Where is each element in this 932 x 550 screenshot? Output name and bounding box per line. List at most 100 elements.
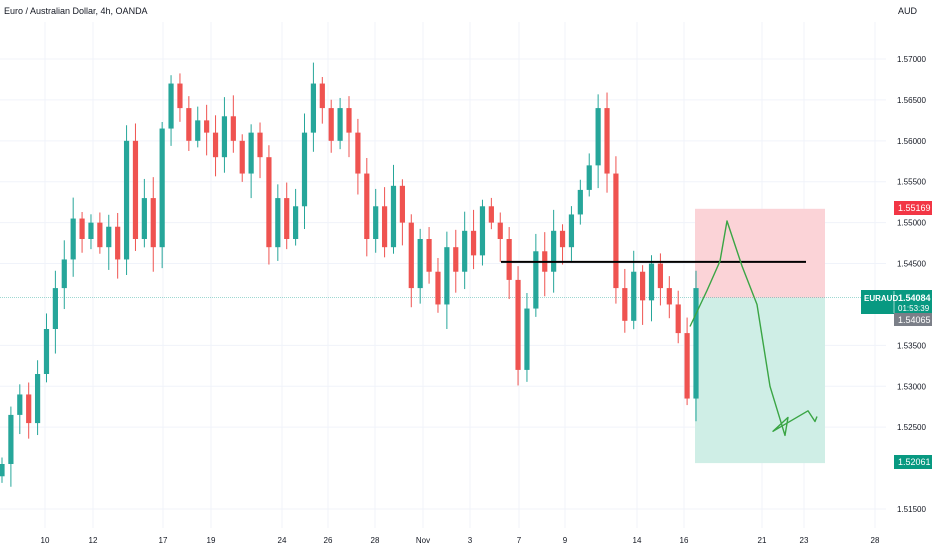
candle [34,360,41,436]
candle [497,212,503,262]
candle-body [61,259,67,289]
candle [622,268,628,333]
candle-body [195,120,201,141]
candle-body [470,230,477,256]
candle [70,197,76,277]
candle [417,228,423,304]
candle-body [141,198,147,239]
time-axis[interactable]: 10 12 17 19 24 26 28 Nov 3 7 9 14 16 21 23 28 [41,536,880,545]
candle [684,317,690,406]
candle-body [150,198,156,248]
candle-body [568,214,575,248]
price-tick-label: 1.53000 [897,382,926,391]
candle [212,115,219,177]
time-tick-label: 21 [758,536,767,545]
candle [506,227,512,300]
candle [462,211,468,290]
candle-body [559,230,566,248]
candle-body [390,185,397,248]
candle [568,206,575,261]
bid-price-label: 1.54065 [898,315,931,325]
candle [301,113,308,230]
candle [26,382,32,439]
stop-loss-zone[interactable] [695,208,825,298]
candle [266,145,272,265]
candle-body [293,206,299,239]
candle [319,77,325,124]
candle-body [364,173,370,239]
candle-body [301,132,308,207]
candle-body [657,263,664,289]
price-tick-label: 1.56000 [897,137,926,146]
candle [88,214,94,250]
candle [204,104,210,156]
candle [551,209,557,293]
candle [515,266,521,386]
candle [115,212,121,279]
candle [132,123,139,251]
candle [453,229,459,293]
candle [675,290,681,344]
candle [141,178,147,248]
countdown-label: 01:53:39 [898,304,930,313]
candle [666,276,672,319]
candle [168,75,174,146]
price-tick-label: 1.52500 [897,423,926,432]
candle-body [70,218,76,260]
candle-body [26,394,32,424]
candle [346,96,352,158]
candle-body [132,140,139,239]
time-tick-label: 23 [800,536,809,545]
price-tick-label: 1.55000 [897,219,926,228]
candle-body [17,394,23,415]
candle-body [426,239,432,272]
candle-body [435,271,441,305]
candle-body [186,108,192,141]
last-price-label: 1.54084 [898,293,931,303]
time-tick-label: 28 [871,536,880,545]
time-tick-label: 9 [563,536,568,545]
candle-body [319,83,325,109]
candle-body [159,128,165,248]
candle-body [444,247,450,305]
candle-body [106,226,112,248]
candle [408,214,414,308]
candle [399,179,405,246]
candle [559,224,566,265]
candle [542,232,548,297]
candle [159,122,165,269]
price-tick-label: 1.55500 [897,178,926,187]
candle-body [79,218,85,239]
candle-body [381,206,388,248]
candle-body [479,206,486,256]
candle-body [355,132,361,174]
candle [123,125,130,275]
candle-body [640,271,646,301]
time-tick-label: 14 [633,536,642,545]
candle [248,124,254,199]
candle [239,134,245,182]
freehand-drawing[interactable] [689,220,818,437]
bid-badge-bg [894,313,932,326]
candle [595,94,601,189]
candle-body [8,414,14,464]
candle-body [123,140,130,260]
candle-body [212,132,219,158]
time-tick-label: 28 [371,536,380,545]
time-tick-label: 17 [159,536,168,545]
candle [444,231,450,329]
candle [195,106,201,148]
candle-body [266,157,272,248]
candle [613,156,619,304]
candle-body [533,251,539,309]
candle-body [248,132,254,174]
symbol-price-badge: EURAUD 1.54084 01:53:39 [861,290,932,314]
candle-body [524,308,530,370]
price-scale[interactable]: 1.57000 1.56500 1.56000 1.55500 1.55000 1.545… [897,55,926,514]
time-tick-label: 3 [468,536,473,545]
candle [275,184,281,261]
target-badge-bg [894,455,932,469]
candle [381,187,388,258]
